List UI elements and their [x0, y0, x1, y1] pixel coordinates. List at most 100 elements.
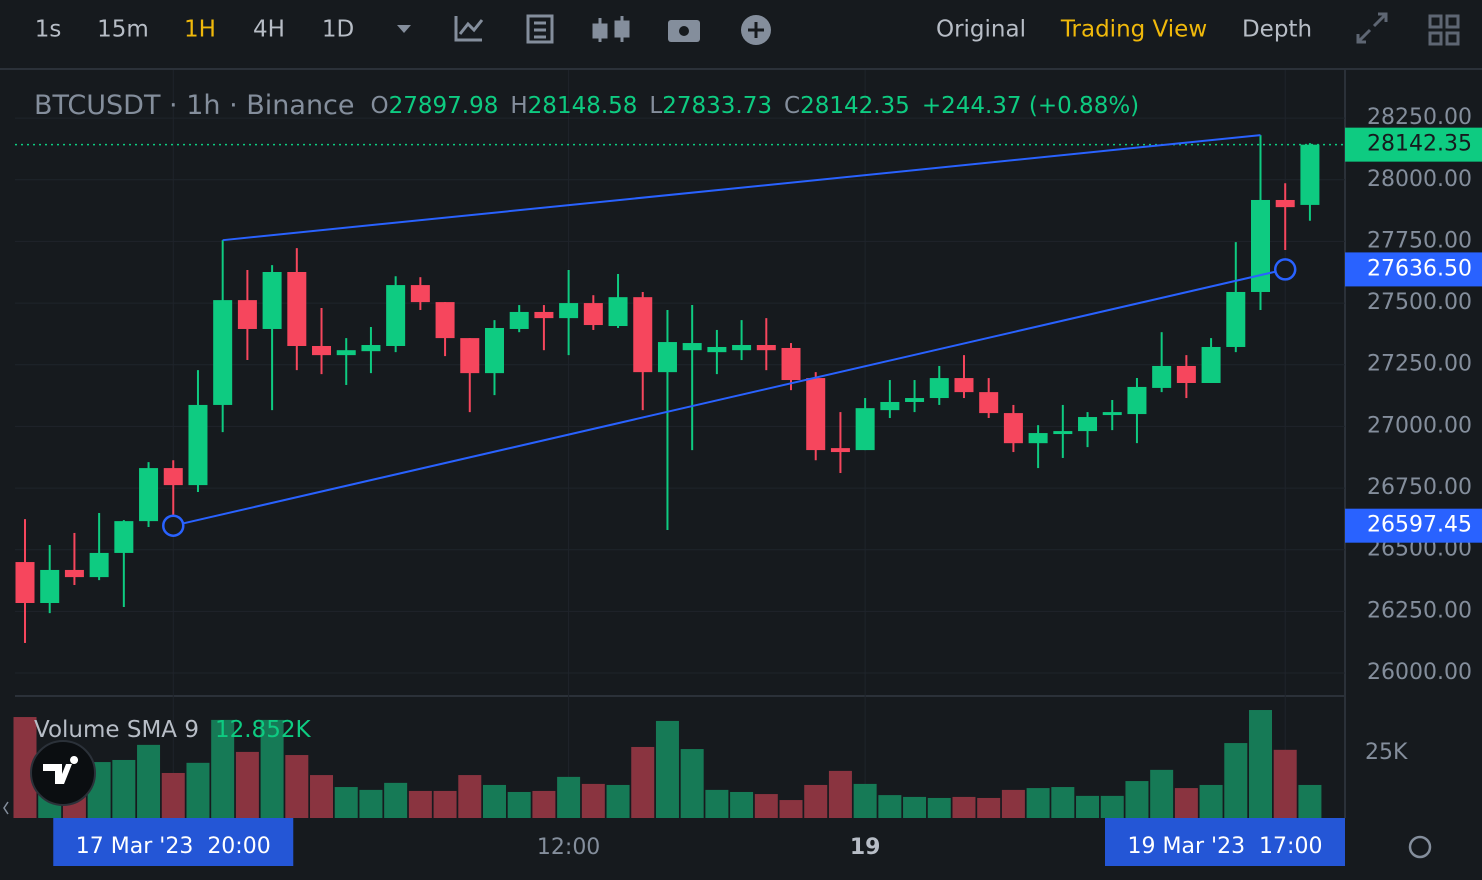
- price-axis-bg: [1345, 70, 1482, 818]
- ohlc-value: 28148.58: [528, 93, 638, 119]
- candle-body: [15, 562, 35, 604]
- volume-tick-label: 25K: [1365, 740, 1408, 765]
- candle-body: [534, 311, 554, 319]
- candle-body: [707, 346, 727, 353]
- candle-body: [633, 297, 653, 373]
- candle-body: [880, 401, 900, 411]
- candle-body: [1176, 365, 1196, 383]
- candle-body: [435, 302, 455, 339]
- price-tick-label: 27500.00: [1367, 290, 1472, 315]
- interval-button[interactable]: 1D: [322, 17, 354, 43]
- candle-body: [979, 392, 999, 414]
- volume-bar: [1150, 769, 1174, 818]
- volume-bar: [211, 719, 235, 818]
- interval-button[interactable]: 4H: [253, 17, 285, 43]
- volume-bar: [1174, 788, 1198, 818]
- interval-button[interactable]: 1H: [184, 17, 216, 43]
- fullscreen-icon[interactable]: [1356, 12, 1388, 44]
- toolbar-icons: [397, 12, 1460, 46]
- price-tag-label: 26597.45: [1367, 513, 1472, 538]
- ohlc-value: 27897.98: [389, 93, 499, 119]
- candle-body: [855, 408, 875, 451]
- scroll-left[interactable]: [3, 801, 9, 815]
- volume-bar: [1199, 784, 1223, 818]
- settings-icon[interactable]: [1408, 835, 1432, 859]
- volume-bar: [1026, 788, 1050, 818]
- candle-body: [732, 345, 752, 351]
- candle-body: [163, 468, 183, 486]
- candle-body: [64, 569, 84, 578]
- candle-body: [114, 521, 134, 553]
- ohlc-legend: BTCUSDT · 1h · Binance O27897.98 H28148.58…: [34, 90, 1139, 121]
- camera-lens: [679, 26, 689, 36]
- candle-body: [237, 300, 257, 329]
- candle-body: [188, 404, 208, 486]
- candle-body: [1078, 417, 1098, 432]
- time-tag-label: 17 Mar '23 20:00: [76, 834, 271, 859]
- volume-bar: [1001, 789, 1025, 818]
- candle-body: [1201, 346, 1221, 383]
- volume-bar: [1100, 795, 1124, 818]
- trend-line: [222, 134, 1261, 242]
- candle-body: [1152, 365, 1172, 388]
- volume-bar: [384, 782, 408, 818]
- volume-legend: Volume SMA 9 12.852K: [34, 717, 311, 743]
- price-tag-label: 27636.50: [1367, 256, 1472, 281]
- ohlc-key: O: [371, 93, 389, 119]
- candle-body: [361, 345, 381, 352]
- candle-body: [954, 378, 974, 393]
- interval-button[interactable]: 1s: [35, 17, 62, 43]
- indicator-icon[interactable]: [454, 16, 484, 42]
- candle-body: [905, 398, 925, 402]
- candle-body: [830, 448, 850, 453]
- trend-line-handle[interactable]: [162, 514, 185, 537]
- view-tab[interactable]: Original: [936, 17, 1026, 43]
- add-plus: [748, 22, 764, 38]
- volume-bar: [458, 775, 482, 818]
- volume-bar: [903, 796, 927, 818]
- volume-bar: [1298, 784, 1322, 818]
- candle-body: [756, 345, 776, 351]
- candle-body: [1251, 199, 1270, 292]
- candles-body: [592, 23, 608, 39]
- volume-bar: [137, 744, 161, 818]
- volume-bar: [705, 789, 729, 818]
- volume-bar: [1076, 795, 1100, 818]
- volume-bar: [606, 784, 630, 818]
- candle-body: [781, 347, 801, 381]
- template-icon[interactable]: [526, 14, 554, 44]
- trend-line-handle[interactable]: [1273, 258, 1297, 281]
- candle-body: [1028, 433, 1048, 444]
- price-tag: [1345, 252, 1482, 287]
- candle-body: [509, 311, 529, 329]
- volume-bar: [977, 797, 1001, 818]
- candle-body: [583, 303, 603, 326]
- logo-mark: [43, 756, 79, 784]
- candle-body: [40, 569, 60, 604]
- candle-body: [262, 272, 282, 329]
- volume-bar: [186, 762, 210, 818]
- view-tab[interactable]: Trading View: [1060, 17, 1207, 43]
- dropdown-icon[interactable]: [397, 25, 411, 33]
- volume-bar: [779, 800, 803, 818]
- volume-bar: [1224, 743, 1248, 818]
- layout-icon[interactable]: [1428, 14, 1460, 46]
- volume-bar: [804, 784, 828, 818]
- candle-body: [386, 285, 406, 346]
- candle-body: [89, 552, 109, 578]
- volume-bar: [581, 783, 605, 818]
- volume-bar: [680, 749, 704, 818]
- template-lines: [534, 21, 546, 39]
- view-tab[interactable]: Depth: [1242, 17, 1312, 43]
- interval-button[interactable]: 15m: [97, 17, 149, 43]
- price-tag: [1345, 508, 1482, 543]
- volume-bar: [853, 783, 877, 818]
- volume-bar: [235, 751, 259, 818]
- time-tag: [53, 818, 294, 866]
- price-tick-label: 26250.00: [1367, 598, 1472, 623]
- volume-bar: [532, 790, 556, 818]
- candle-body: [287, 272, 307, 346]
- candle-body: [1003, 413, 1023, 444]
- candle-body: [460, 338, 480, 374]
